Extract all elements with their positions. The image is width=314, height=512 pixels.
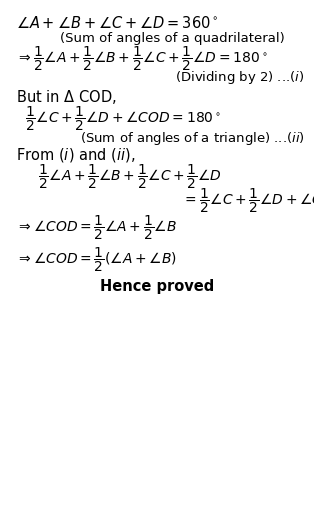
- Text: But in $\Delta$ COD,: But in $\Delta$ COD,: [16, 88, 116, 106]
- Text: $\Rightarrow \angle COD = \dfrac{1}{2}\angle A + \dfrac{1}{2}\angle B$: $\Rightarrow \angle COD = \dfrac{1}{2}\a…: [16, 214, 177, 242]
- Text: (Sum of angles of a triangle) ...($\mathit{ii}$): (Sum of angles of a triangle) ...($\math…: [80, 130, 305, 147]
- Text: Hence proved: Hence proved: [100, 279, 214, 294]
- Text: From ($\mathit{i}$) and ($\mathit{ii}$),: From ($\mathit{i}$) and ($\mathit{ii}$),: [16, 146, 135, 164]
- Text: (Dividing by 2) ...($\mathit{i}$): (Dividing by 2) ...($\mathit{i}$): [175, 69, 305, 87]
- Text: (Sum of angles of a quadrilateral): (Sum of angles of a quadrilateral): [60, 32, 285, 46]
- Text: $\angle A + \angle B + \angle C + \angle D = 360^\circ$: $\angle A + \angle B + \angle C + \angle…: [16, 15, 218, 31]
- Text: $\Rightarrow \dfrac{1}{2}\angle A + \dfrac{1}{2}\angle B + \dfrac{1}{2}\angle C : $\Rightarrow \dfrac{1}{2}\angle A + \dfr…: [16, 45, 267, 73]
- Text: $\Rightarrow \angle COD = \dfrac{1}{2}(\angle A + \angle B)$: $\Rightarrow \angle COD = \dfrac{1}{2}(\…: [16, 246, 176, 274]
- Text: $\dfrac{1}{2}\angle C + \dfrac{1}{2}\angle D + \angle COD = 180^\circ$: $\dfrac{1}{2}\angle C + \dfrac{1}{2}\ang…: [25, 104, 221, 133]
- Text: $\dfrac{1}{2}\angle A + \dfrac{1}{2}\angle B + \dfrac{1}{2}\angle C + \dfrac{1}{: $\dfrac{1}{2}\angle A + \dfrac{1}{2}\ang…: [38, 162, 221, 191]
- Text: $= \dfrac{1}{2}\angle C + \dfrac{1}{2}\angle D + \angle COD$: $= \dfrac{1}{2}\angle C + \dfrac{1}{2}\a…: [182, 186, 314, 215]
